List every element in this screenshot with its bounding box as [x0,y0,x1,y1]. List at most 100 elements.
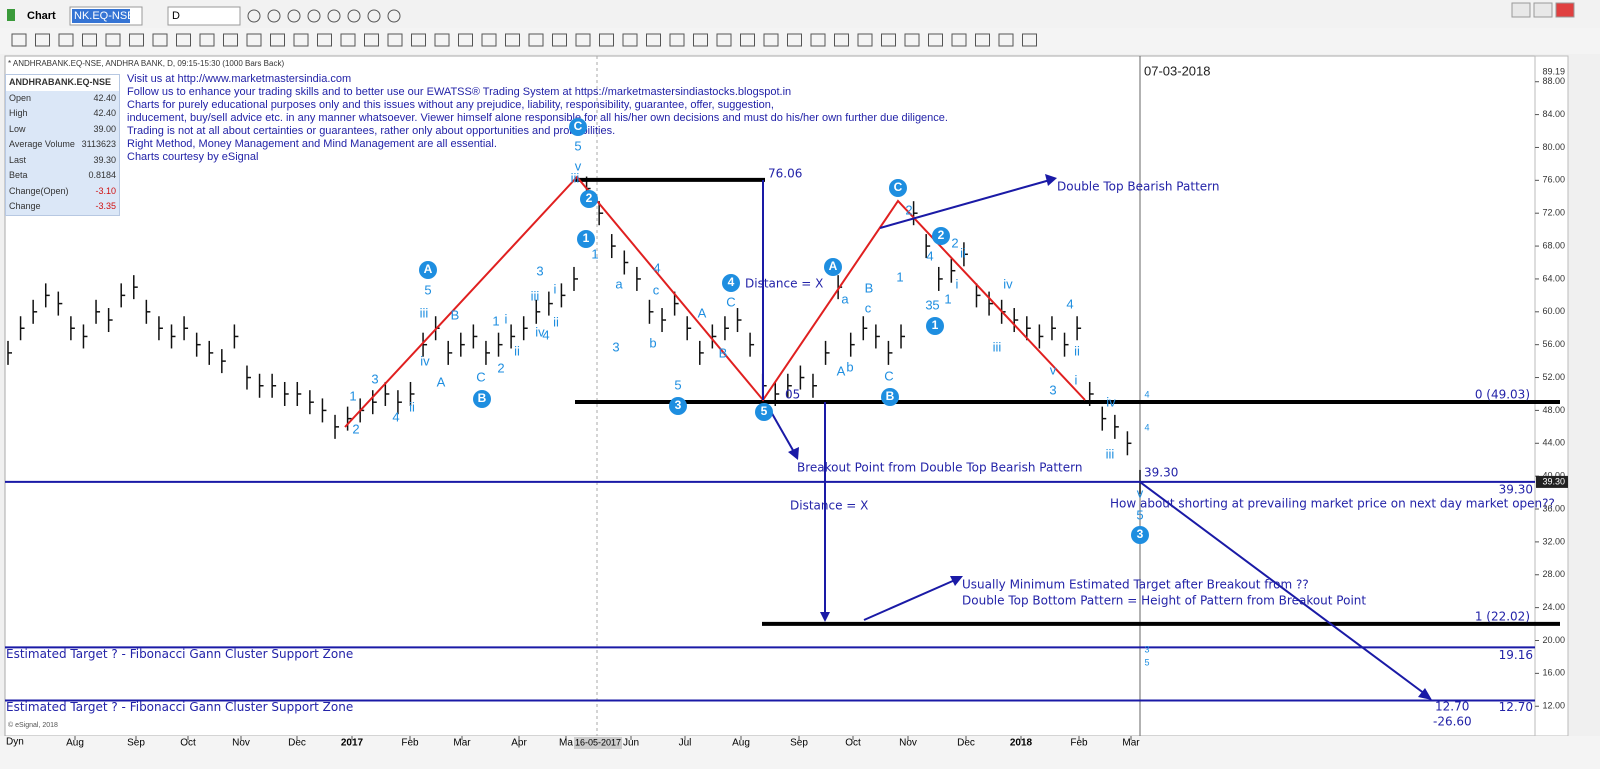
tool-button[interactable] [35,33,50,47]
toolbar-icon[interactable] [387,9,401,23]
tool-button[interactable] [1022,33,1037,47]
toolbar-icon[interactable] [347,9,361,23]
tool-button[interactable] [740,33,755,47]
tool-button[interactable] [11,33,27,47]
wave-label: ii [553,314,559,329]
tool-button[interactable] [411,33,426,47]
tool-button[interactable] [105,33,121,47]
tool-button[interactable] [881,33,896,47]
drawing-toolbar [0,28,1600,54]
tool-button[interactable] [904,33,920,47]
tool-button[interactable] [975,33,990,47]
wave-label: 2 [905,202,912,217]
tool-button[interactable] [716,33,732,47]
tool-button[interactable] [505,33,520,47]
annotation: 12.70 [1435,700,1469,714]
toolbar-icon[interactable] [327,9,341,23]
tool-button[interactable] [787,33,802,47]
toolbar-icon[interactable] [247,9,261,23]
disclaimer-line: Charts courtesy by eSignal [127,151,258,163]
arrow [769,409,795,453]
tool-button[interactable] [481,33,497,47]
tool-button[interactable] [951,33,967,47]
tool-button[interactable] [152,33,168,47]
tool-button[interactable] [552,33,567,47]
quote-row: Beta 0.8184 [6,168,119,184]
disclaimer-line: Right Method, Money Management and Mind … [127,138,497,150]
toolbar-icon[interactable] [267,9,281,23]
annotation: Distance = X [790,499,868,513]
quote-row: High 42.40 [6,106,119,122]
tool-button[interactable] [998,33,1014,47]
wave-circle [473,390,491,408]
tool-button[interactable] [270,33,285,47]
interval-input[interactable] [167,6,241,26]
quote-label: Change [9,201,41,211]
wave-label: 3 [371,371,378,386]
app-icon [7,9,15,21]
wave-label: 1 [591,246,598,261]
wave-circle [881,388,899,406]
tool-button[interactable] [834,33,849,47]
tool-button[interactable] [458,33,473,47]
window-control[interactable] [1555,2,1575,18]
wave-label: B [451,307,460,322]
tool-button[interactable] [575,33,591,47]
wave-circle [932,227,950,245]
toolbar-icon[interactable] [367,9,381,23]
tool-button[interactable] [246,33,262,47]
x-tick-label: Mar [453,738,471,749]
wave-label: 2 [352,421,359,436]
tool-button[interactable] [364,33,379,47]
annotation: -26.60 [1433,715,1472,729]
tool-button[interactable] [82,33,97,47]
window-control[interactable] [1533,2,1553,18]
tool-button[interactable] [317,33,332,47]
quote-row: Average Volume 3113623 [6,137,119,153]
wave-label: v [1137,485,1144,500]
wave-circle [755,403,773,421]
wave-label: c [865,300,872,315]
tool-button[interactable] [810,33,826,47]
level-note: Estimated Target ? - Fibonacci Gann Clus… [6,647,353,661]
x-tick-label: Apr [511,738,527,749]
x-tick-label: Ma [559,738,573,749]
tool-button[interactable] [763,33,779,47]
window-control[interactable] [1511,2,1531,18]
wave-label: 4 [542,327,549,342]
wave-circle [824,258,842,276]
wave-label: 5 [1136,507,1143,522]
tool-button[interactable] [293,33,309,47]
tool-button[interactable] [928,33,943,47]
arrow-head [820,612,830,622]
tool-button[interactable] [434,33,450,47]
wave-label: ii [409,399,415,414]
x-tick-label: Feb [401,738,419,749]
wave-label: iii [531,288,540,303]
tool-button[interactable] [387,33,403,47]
tool-button[interactable] [129,33,144,47]
tool-button[interactable] [669,33,685,47]
tool-button[interactable] [176,33,191,47]
wave-label: A [698,305,707,320]
toolbar-icon[interactable] [307,9,321,23]
wave-circle [580,190,598,208]
tool-button[interactable] [340,33,356,47]
tool-button[interactable] [528,33,544,47]
toolbar-icon[interactable] [287,9,301,23]
symbol-selection [72,9,130,23]
tool-button[interactable] [58,33,74,47]
tool-button[interactable] [599,33,614,47]
dyn-label[interactable]: Dyn [6,737,24,748]
tool-button[interactable] [646,33,661,47]
tool-button[interactable] [199,33,215,47]
quote-value: 42.40 [93,92,116,103]
tool-button[interactable] [693,33,708,47]
tool-button[interactable] [223,33,238,47]
wave-label: iv [1003,276,1013,291]
tool-button[interactable] [622,33,638,47]
annotation: 05 [785,388,800,402]
tool-button[interactable] [857,33,873,47]
wave-label: ii [960,245,966,260]
wave-label: 1 [349,388,356,403]
